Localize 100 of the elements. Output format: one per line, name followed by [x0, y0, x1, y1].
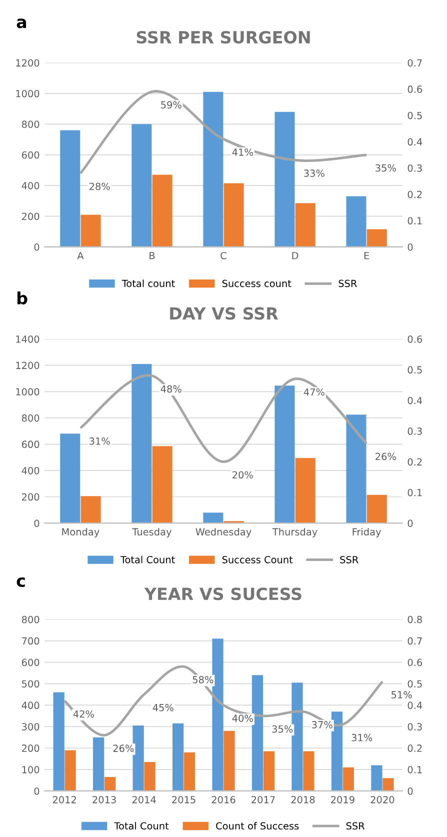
bar	[346, 414, 366, 524]
data-label: 47%	[304, 388, 324, 396]
data-label: 31%	[90, 437, 110, 445]
y-tick-label: 1400	[16, 335, 40, 343]
bar	[224, 730, 235, 791]
bar	[295, 458, 316, 524]
data-label: 40%	[232, 714, 253, 722]
y-tick-label: 600	[22, 440, 40, 448]
bar	[203, 512, 224, 524]
y2-tick-label: 0.3	[408, 723, 422, 730]
data-label: 35%	[272, 725, 293, 733]
x-tick-label: 2014	[132, 796, 156, 804]
chart-title: SSR PER SURGEON	[136, 30, 310, 44]
y2-tick-label: 0.1	[408, 766, 422, 774]
y2-tick-label: 0.7	[408, 637, 422, 645]
data-label: 59%	[161, 101, 182, 109]
legend-label: SSR	[338, 280, 357, 288]
bar	[366, 494, 387, 524]
y2-tick-label: 0.4	[408, 702, 422, 710]
x-tick-label: C	[220, 252, 226, 260]
y2-tick-label: 0.1	[408, 488, 422, 496]
x-tick-label: Thursday	[272, 528, 318, 538]
data-label: 37%	[312, 721, 332, 728]
line-series	[79, 90, 368, 175]
y-tick-label: 800	[22, 120, 40, 128]
x-tick-label: 2012	[52, 796, 76, 804]
data-label: 42%	[73, 710, 94, 718]
legend-label: Total count	[122, 280, 175, 288]
bar	[80, 214, 101, 247]
legend-label: SSR	[340, 556, 358, 564]
x-tick-label: Wednesday	[196, 528, 252, 538]
data-label: 35%	[376, 164, 396, 172]
y2-tick-label: 0.4	[408, 396, 422, 404]
legend-label: SSR	[346, 822, 365, 830]
y-tick-label: 800	[22, 616, 40, 624]
line-series	[79, 374, 368, 463]
bar	[132, 726, 144, 791]
data-label: 33%	[304, 170, 324, 177]
y-tick-label: 600	[22, 151, 40, 159]
y2-tick-label: 0.2	[408, 190, 422, 198]
y-tick-label: 200	[22, 493, 40, 501]
bar	[212, 638, 224, 791]
y-tick-label: 700	[22, 637, 40, 645]
bar	[53, 692, 64, 791]
data-label: 48%	[160, 385, 182, 393]
bar	[342, 767, 354, 791]
x-tick-label: 2020	[370, 796, 394, 804]
bar	[104, 777, 116, 791]
bar	[346, 196, 366, 247]
y-tick-label: 200	[22, 744, 40, 752]
legend-label: Success Count	[222, 556, 293, 564]
x-tick-label: 2018	[291, 796, 315, 804]
y-tick-label: 300	[22, 723, 40, 730]
y-tick-label: 0	[34, 520, 40, 527]
x-tick-label: Tuesday	[132, 528, 172, 538]
bar	[152, 174, 172, 247]
bar	[132, 124, 152, 247]
bar	[382, 778, 394, 791]
y2-tick-label: 0.6	[408, 335, 422, 343]
bar	[184, 752, 196, 791]
chart-title: DAY VS SSR	[170, 307, 278, 320]
y2-tick-label: 0	[408, 520, 413, 527]
bar	[274, 112, 295, 247]
chart-title: YEAR VS SUCESS	[144, 588, 302, 600]
bar	[152, 446, 172, 524]
data-label: 26%	[113, 744, 134, 752]
bar	[132, 364, 152, 524]
data-label: 45%	[152, 704, 174, 712]
y-tick-label: 1200	[16, 59, 40, 67]
data-label: 51%	[392, 691, 412, 698]
text: a	[16, 18, 26, 28]
legend-label: Count of Success	[216, 822, 299, 830]
bar	[80, 496, 101, 524]
y2-tick-label: 0	[408, 243, 413, 251]
legend-label: Total Count	[120, 556, 175, 564]
legend-label: Success count	[222, 280, 292, 288]
bar	[172, 723, 184, 791]
bar	[144, 762, 156, 791]
data-label: 58%	[192, 676, 214, 684]
y2-tick-label: 0.5	[408, 366, 422, 374]
data-label: 31%	[352, 734, 372, 742]
x-tick-label: 2016	[212, 796, 236, 804]
x-tick-label: A	[77, 252, 84, 260]
bar	[60, 130, 80, 247]
y2-tick-label: 0.5	[408, 112, 422, 120]
y2-tick-label: 0.3	[408, 428, 422, 435]
bar	[93, 737, 104, 791]
bar	[371, 765, 382, 791]
y2-tick-label: 0.6	[408, 86, 422, 93]
bar	[295, 203, 316, 247]
bar	[224, 183, 244, 247]
x-tick-label: B	[150, 252, 155, 260]
x-tick-label: Friday	[352, 528, 381, 538]
data-label: 41%	[232, 148, 253, 156]
y2-tick-label: 0.8	[408, 616, 422, 624]
data-label: 20%	[232, 471, 253, 479]
y-tick-label: 100	[22, 766, 40, 774]
y-tick-label: 500	[22, 680, 40, 688]
y-tick-label: 800	[22, 414, 40, 422]
bar	[303, 751, 314, 791]
